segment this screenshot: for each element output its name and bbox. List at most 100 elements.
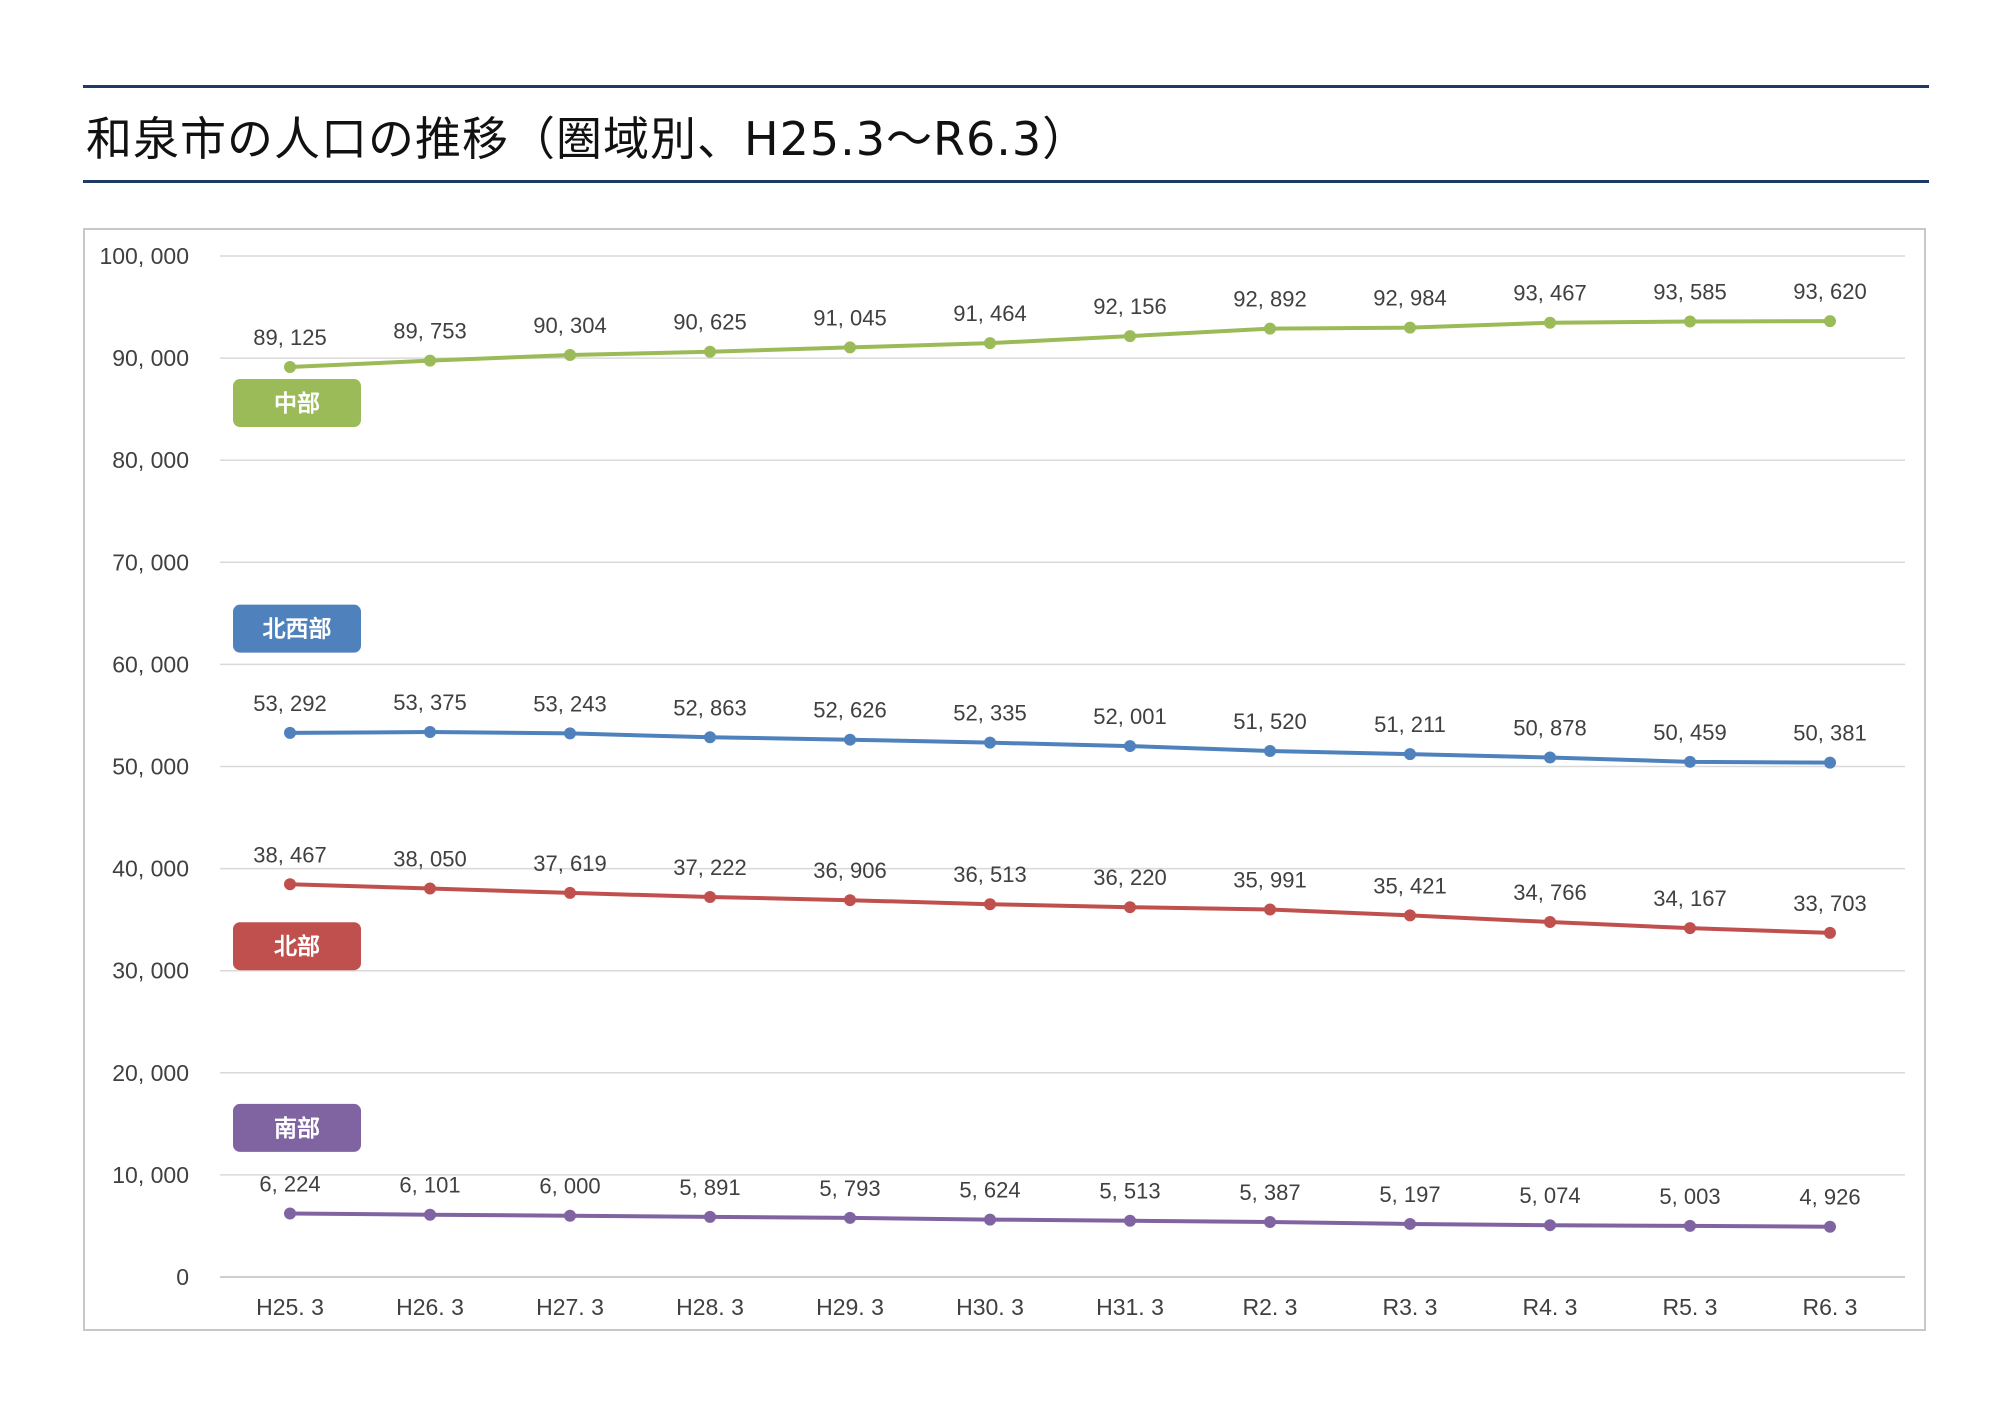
data-point [1264,903,1276,916]
y-tick-label: 100, 000 [99,243,189,269]
data-label: 92, 984 [1373,286,1446,311]
series-badge [233,379,361,428]
data-label: 52, 626 [813,698,886,723]
data-label: 37, 222 [673,855,746,880]
x-tick-label: H29. 3 [816,1294,884,1320]
data-label: 5, 003 [1659,1184,1720,1209]
data-point [704,731,716,744]
data-label: 90, 304 [533,313,606,338]
data-label: 4, 926 [1799,1185,1860,1210]
series-line [288,730,1832,765]
data-point [1544,1219,1556,1232]
data-point [1404,321,1416,334]
series-badge-label: 北西部 [263,616,332,643]
data-point [984,1213,996,1226]
data-point [1824,926,1836,939]
series-line [288,882,1832,935]
data-label: 36, 220 [1093,865,1166,890]
series-badge-label: 北部 [274,933,320,960]
y-tick-label: 90, 000 [112,345,189,371]
data-point [1264,322,1276,335]
data-label: 50, 381 [1793,721,1866,746]
data-label: 52, 335 [953,701,1026,726]
data-point [424,1208,436,1221]
series-badge [233,604,361,653]
data-label: 90, 625 [673,310,746,335]
data-label: 37, 619 [533,851,606,876]
data-label: 35, 421 [1373,873,1446,898]
data-label: 38, 050 [393,847,466,872]
data-point [984,898,996,911]
data-point [1124,740,1136,753]
x-tick-label: H28. 3 [676,1294,744,1320]
y-tick-label: 20, 000 [112,1060,189,1086]
data-label: 52, 863 [673,695,746,720]
title-top-rule [83,85,1929,88]
data-point [844,894,856,907]
data-point [1544,916,1556,929]
data-point [1404,1217,1416,1230]
data-point [424,726,436,739]
data-label: 5, 387 [1239,1180,1300,1205]
data-label: 91, 464 [953,301,1026,326]
data-point [1124,901,1136,914]
series-badge-label: 中部 [274,390,320,417]
x-tick-label: H26. 3 [396,1294,464,1320]
data-point [564,727,576,740]
data-point [284,1207,296,1220]
data-label: 91, 045 [813,305,886,330]
data-point [984,337,996,350]
data-label: 6, 224 [259,1171,320,1196]
data-point [564,348,576,361]
data-label: 6, 000 [539,1174,600,1199]
data-point [1264,1215,1276,1228]
series-line [288,1211,1832,1229]
data-label: 34, 766 [1513,880,1586,905]
data-label: 34, 167 [1653,886,1726,911]
y-tick-label: 40, 000 [112,856,189,882]
data-label: 5, 793 [819,1176,880,1201]
data-label: 53, 292 [253,691,326,716]
data-point [424,882,436,895]
data-label: 92, 156 [1093,294,1166,319]
data-point [284,726,296,739]
y-tick-label: 0 [176,1264,189,1290]
data-label: 38, 467 [253,842,326,867]
data-label: 89, 753 [393,319,466,344]
y-tick-label: 60, 000 [112,651,189,677]
data-label: 5, 513 [1099,1179,1160,1204]
data-point [1684,1219,1696,1232]
y-tick-label: 10, 000 [112,1162,189,1188]
data-label: 50, 459 [1653,720,1726,745]
data-point [564,886,576,899]
population-line-chart: 0 10, 000 20, 000 30, 000 40, 000 50, 000 60, … [99,243,1905,1320]
data-point [1124,1214,1136,1227]
data-label: 93, 585 [1653,279,1726,304]
data-point [1824,315,1836,328]
x-tick-label: R2. 3 [1243,1294,1298,1320]
y-tick-label: 70, 000 [112,549,189,575]
data-label: 53, 243 [533,691,606,716]
data-point [1824,1220,1836,1233]
data-label: 6, 101 [399,1173,460,1198]
data-label: 53, 375 [393,690,466,715]
data-point [424,354,436,367]
y-tick-label: 30, 000 [112,958,189,984]
data-label: 33, 703 [1793,891,1866,916]
data-point [704,890,716,903]
data-point [844,1211,856,1224]
chart-frame: 0 10, 000 20, 000 30, 000 40, 000 50, 000 60, … [83,228,1926,1331]
page-title: 和泉市の人口の推移（圏域別、H25.3～R6.3） [86,112,1090,166]
title-bottom-rule [83,180,1929,183]
series-badge [233,922,361,971]
data-label: 5, 891 [679,1175,740,1200]
data-label: 92, 892 [1233,287,1306,312]
data-label: 93, 620 [1793,279,1866,304]
series-badge-label: 南部 [274,1115,320,1142]
data-label: 5, 624 [959,1178,1020,1203]
data-point [844,733,856,746]
x-tick-label: R3. 3 [1383,1294,1438,1320]
data-point [1404,748,1416,761]
x-tick-label: H25. 3 [256,1294,324,1320]
data-point [844,341,856,354]
